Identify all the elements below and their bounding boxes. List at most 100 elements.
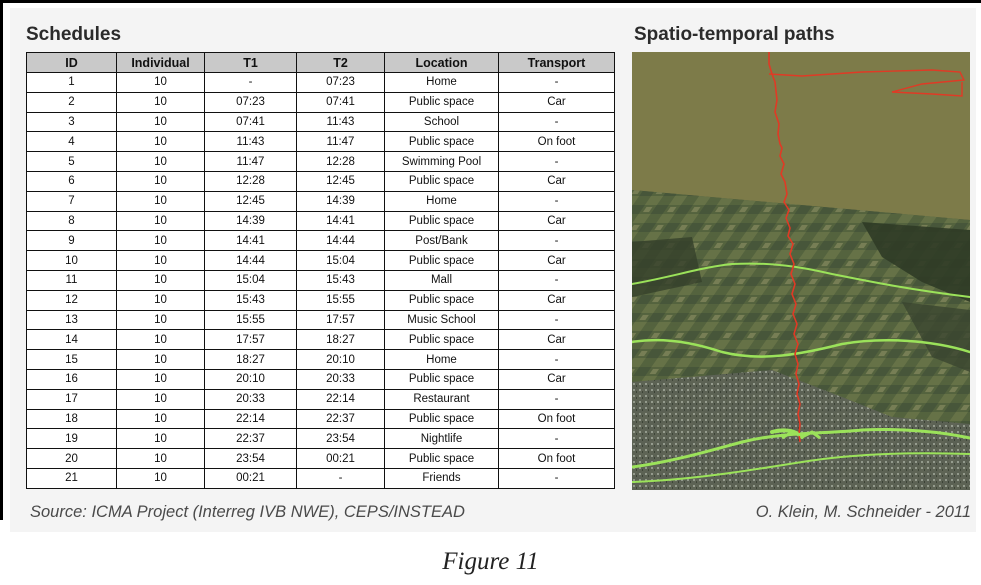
column-header: T1	[204, 52, 297, 73]
table-cell: 10	[116, 467, 205, 489]
table-cell: 15:04	[204, 269, 297, 291]
table-cell: 20:10	[204, 368, 297, 390]
table-cell: 5	[26, 151, 117, 172]
table-cell: 1	[26, 72, 117, 93]
table-row: 11 10 15:04 15:43 Mall -	[26, 269, 615, 291]
table-body: 1 10-07:23 Home -2 10 07:23 07:41 Public space C…	[26, 72, 615, 489]
table-cell: 14:41	[296, 210, 385, 232]
table-cell: Public space	[384, 448, 499, 469]
table-row: 20 10 23:54 00:21 Public space On foot	[26, 448, 615, 469]
table-cell: 10	[116, 388, 205, 410]
table-cell: 11:47	[296, 131, 385, 153]
table-cell: 19	[26, 428, 117, 450]
table-cell: 20	[26, 448, 117, 469]
column-header: Individual	[116, 52, 205, 73]
spatio-temporal-paths-image	[632, 52, 970, 490]
table-cell: Car	[498, 289, 615, 311]
table-cell: -	[498, 230, 615, 252]
table-cell: 10	[116, 151, 205, 172]
table-cell: Car	[498, 329, 615, 351]
table-cell: 10	[116, 368, 205, 390]
table-cell: Public space	[384, 131, 499, 153]
source-note: Source: ICMA Project (Interreg IVB NWE),…	[30, 503, 465, 521]
table-cell: -	[498, 388, 615, 410]
table-cell: Home	[384, 349, 499, 370]
table-cell: 15:43	[204, 289, 297, 311]
table-cell: 9	[26, 230, 117, 252]
table-cell: -	[498, 349, 615, 370]
column-header: Transport	[498, 52, 615, 73]
table-cell: 22:37	[296, 408, 385, 430]
author-credit: O. Klein, M. Schneider - 2011	[755, 503, 971, 521]
table-cell: -	[498, 72, 615, 93]
spatio-temporal-path	[768, 52, 801, 443]
table-cell: Car	[498, 368, 615, 390]
table-cell: -	[498, 111, 615, 133]
table-cell: 8	[26, 210, 117, 232]
table-cell: Car	[498, 210, 615, 232]
table-cell: Post/Bank	[384, 230, 499, 252]
table-cell: 18:27	[296, 329, 385, 351]
table-cell: 10	[116, 269, 205, 291]
table-row: 8 10 14:39 14:41 Public space Car	[26, 210, 615, 232]
table-cell: 4	[26, 131, 117, 153]
schedules-table: ID Individual T1 T2 Location Transport 1 10-07…	[26, 52, 615, 489]
table-cell: 15	[26, 349, 117, 370]
table-cell: 7	[26, 190, 117, 212]
table-cell: Car	[498, 250, 615, 271]
table-cell: 11:43	[204, 131, 297, 153]
table-cell: Public space	[384, 170, 499, 192]
table-cell: 18:27	[204, 349, 297, 370]
table-cell: 10	[116, 91, 205, 113]
table-cell: Public space	[384, 408, 499, 430]
table-cell: Home	[384, 190, 499, 212]
table-cell: 10	[26, 250, 117, 271]
table-cell: 23:54	[296, 428, 385, 450]
table-cell: 07:23	[204, 91, 297, 113]
table-row: 17 10 20:33 22:14 Restaurant -	[26, 388, 615, 410]
table-cell: -	[498, 269, 615, 291]
table-cell: 20:33	[204, 388, 297, 410]
table-cell: 10	[116, 408, 205, 430]
table-cell: 17	[26, 388, 117, 410]
table-row: 2 10 07:23 07:41 Public space Car	[26, 91, 615, 113]
table-cell: 2	[26, 91, 117, 113]
table-row: 14 10 17:57 18:27 Public space Car	[26, 329, 615, 351]
table-cell: 10	[116, 170, 205, 192]
table-cell: 17:57	[204, 329, 297, 351]
table-cell: 14:44	[296, 230, 385, 252]
table-cell: 00:21	[296, 448, 385, 469]
table-row: 3 10 07:41 11:43 School -	[26, 111, 615, 133]
table-cell: On foot	[498, 448, 615, 469]
table-row: 5 10 11:47 12:28 Swimming Pool -	[26, 151, 615, 172]
table-cell: 10	[116, 349, 205, 370]
column-header: T2	[296, 52, 385, 73]
table-cell: 13	[26, 309, 117, 331]
table-cell: -	[498, 467, 615, 489]
figure-caption: Figure 11	[442, 548, 539, 575]
table-cell: 10	[116, 448, 205, 469]
table-cell: 10	[116, 230, 205, 252]
table-cell: 07:41	[204, 111, 297, 133]
boundary-lines	[632, 262, 970, 483]
table-cell: 12	[26, 289, 117, 311]
table-row: 21 10 00:21- Friends -	[26, 467, 615, 489]
table-row: 16 10 20:10 20:33 Public space Car	[26, 368, 615, 390]
table-cell: 10	[116, 72, 205, 93]
table-cell: On foot	[498, 131, 615, 153]
table-cell: 00:21	[204, 467, 297, 489]
table-cell: -	[498, 428, 615, 450]
table-cell: 10	[116, 289, 205, 311]
table-cell: Car	[498, 170, 615, 192]
table-row: 1 10-07:23 Home -	[26, 72, 615, 93]
table-cell: -	[498, 151, 615, 172]
table-cell: Public space	[384, 329, 499, 351]
table-cell: 18	[26, 408, 117, 430]
column-header: Location	[384, 52, 499, 73]
table-cell: 23:54	[204, 448, 297, 469]
table-cell: 3	[26, 111, 117, 133]
table-cell: Public space	[384, 91, 499, 113]
table-cell: -	[498, 190, 615, 212]
table-cell: Restaurant	[384, 388, 499, 410]
table-row: 10 10 14:44 15:04 Public space Car	[26, 250, 615, 271]
